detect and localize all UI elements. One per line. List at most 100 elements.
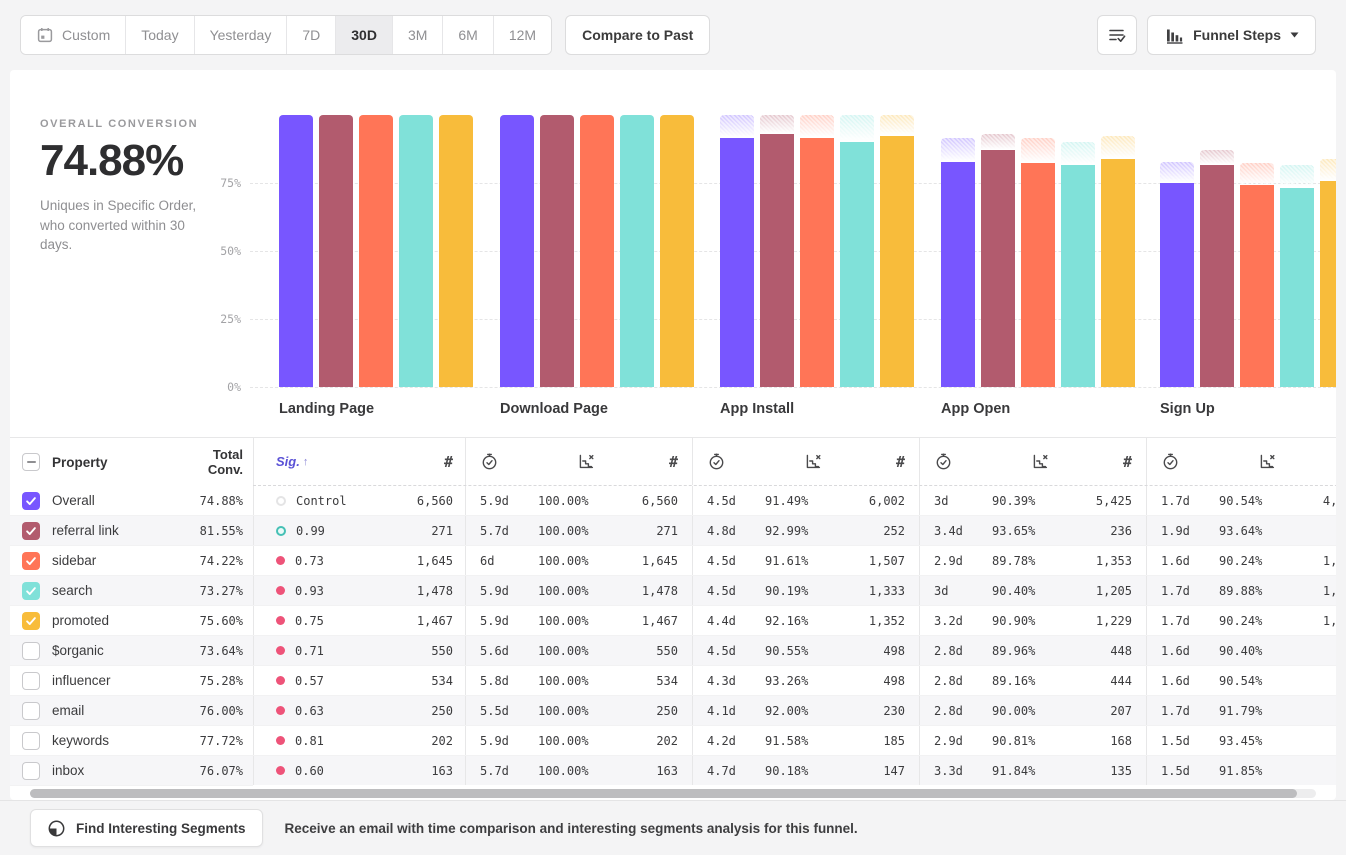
conversion-rate-icon[interactable]: [1031, 452, 1050, 471]
bar-search-app-open[interactable]: [1061, 115, 1095, 387]
conversion-rate: 89.78%: [992, 553, 1036, 568]
bar-overall-download-page[interactable]: [500, 115, 534, 387]
sig-column-header[interactable]: Sig. ↑ #: [253, 438, 465, 485]
bar-search-app-install[interactable]: [840, 115, 874, 387]
step-label-sign-up: Sign Up: [1160, 401, 1215, 417]
bar-previous-step-cap: [840, 115, 874, 142]
horizontal-scrollbar-thumb[interactable]: [30, 789, 1297, 798]
bar-search-landing-page[interactable]: [399, 115, 433, 387]
sig-value: 0.81: [295, 733, 324, 748]
bar-referral-link-landing-page[interactable]: [319, 115, 353, 387]
property-checkbox-influencer[interactable]: [22, 671, 40, 690]
converted-count: 163: [656, 763, 678, 778]
bar-segment: [941, 162, 975, 387]
date-range-yesterday[interactable]: Yesterday: [193, 16, 287, 54]
bar-overall-app-open[interactable]: [941, 115, 975, 387]
date-range-30d[interactable]: 30D: [335, 16, 392, 54]
bar-referral-link-download-page[interactable]: [540, 115, 574, 387]
property-row-search: search 73.27%: [10, 576, 253, 606]
property-checkbox-overall[interactable]: [22, 491, 40, 510]
funnel-steps-dropdown[interactable]: Funnel Steps: [1147, 15, 1316, 55]
entry-count: 163: [431, 763, 453, 778]
conversion-rate: 100.00%: [538, 553, 589, 568]
count-column-header[interactable]: #: [668, 452, 678, 471]
overall-conversion-label: OVERALL CONVERSION: [40, 118, 199, 130]
bar-sidebar-landing-page[interactable]: [359, 115, 393, 387]
property-checkbox-sidebar[interactable]: [22, 551, 40, 570]
bar-segment: [1200, 165, 1234, 387]
bar-search-sign-up[interactable]: [1280, 115, 1314, 387]
entry-count: 1,645: [416, 553, 453, 568]
bar-referral-link-app-install[interactable]: [760, 115, 794, 387]
bar-sidebar-app-open[interactable]: [1021, 115, 1055, 387]
find-interesting-segments-button[interactable]: Find Interesting Segments: [30, 809, 263, 847]
date-range-control: Custom Today Yesterday 7D 30D 3M 6M 12M: [20, 15, 553, 55]
bar-chart-icon: [1164, 26, 1184, 45]
conversion-rate-icon[interactable]: [804, 452, 823, 471]
bar-overall-app-install[interactable]: [720, 115, 754, 387]
select-all-checkbox[interactable]: [22, 453, 40, 471]
funnel-steps-label: Funnel Steps: [1193, 27, 1281, 43]
bar-sidebar-app-install[interactable]: [800, 115, 834, 387]
bar-promoted-app-open[interactable]: [1101, 115, 1135, 387]
property-checkbox-inbox[interactable]: [22, 761, 40, 780]
sig-cell: 0.63 250: [253, 696, 465, 725]
entry-count: 550: [431, 643, 453, 658]
horizontal-scrollbar-track[interactable]: [30, 789, 1316, 798]
sig-value: 0.73: [295, 553, 324, 568]
bar-overall-landing-page[interactable]: [279, 115, 313, 387]
converted-count: 1,083: [1322, 583, 1336, 598]
property-checkbox-organic[interactable]: [22, 641, 40, 660]
conversion-rate: 100.00%: [538, 733, 589, 748]
property-checkbox-keywords[interactable]: [22, 731, 40, 750]
bar-referral-link-app-open[interactable]: [981, 115, 1015, 387]
converted-count: 5,425: [1095, 493, 1132, 508]
bar-search-download-page[interactable]: [620, 115, 654, 387]
bar-segment: [1160, 183, 1194, 387]
table-data-panel: Sig.↑ # # # # # Control 6,560 5.9d 100.00% 6,560 4.…: [253, 438, 1336, 785]
time-to-convert: 3.3d: [934, 763, 963, 778]
converted-count: 202: [656, 733, 678, 748]
stopwatch-check-icon[interactable]: [480, 452, 499, 471]
calendar-icon: [36, 26, 54, 44]
bar-promoted-landing-page[interactable]: [439, 115, 473, 387]
date-range-3m[interactable]: 3M: [391, 16, 443, 54]
property-checkbox-promoted[interactable]: [22, 611, 40, 630]
conversion-rate: 100.00%: [538, 613, 589, 628]
count-column-header[interactable]: #: [443, 452, 453, 471]
bar-sidebar-download-page[interactable]: [580, 115, 614, 387]
stopwatch-check-icon[interactable]: [1161, 452, 1180, 471]
property-checkbox-email[interactable]: [22, 701, 40, 720]
time-to-convert: 4.4d: [707, 613, 736, 628]
step-cell-app-install: 4.2d 91.58% 185: [692, 726, 919, 755]
time-to-convert: 4.8d: [707, 523, 736, 538]
date-range-custom[interactable]: Custom: [21, 16, 126, 54]
date-range-7d[interactable]: 7D: [286, 16, 336, 54]
bar-promoted-sign-up[interactable]: [1320, 115, 1336, 387]
property-name: promoted: [52, 613, 110, 628]
property-checkbox-referral-link[interactable]: [22, 521, 40, 540]
bar-previous-step-cap: [941, 138, 975, 163]
entry-count: 271: [431, 523, 453, 538]
conversion-rate-icon[interactable]: [577, 452, 596, 471]
chart-options-button[interactable]: [1097, 15, 1138, 55]
bar-overall-sign-up[interactable]: [1160, 115, 1194, 387]
table-row-sidebar: 0.73 1,645 6d 100.00% 1,645 4.5d 91.61% 1,507 2.…: [253, 546, 1336, 576]
date-range-6m[interactable]: 6M: [442, 16, 493, 54]
bar-promoted-download-page[interactable]: [660, 115, 694, 387]
conversion-rate-icon[interactable]: [1258, 452, 1277, 471]
property-checkbox-search[interactable]: [22, 581, 40, 600]
bar-sidebar-sign-up[interactable]: [1240, 115, 1274, 387]
bar-promoted-app-install[interactable]: [880, 115, 914, 387]
count-column-header[interactable]: #: [1122, 452, 1132, 471]
stopwatch-check-icon[interactable]: [934, 452, 953, 471]
date-range-today[interactable]: Today: [125, 16, 194, 54]
bar-referral-link-sign-up[interactable]: [1200, 115, 1234, 387]
date-range-12m[interactable]: 12M: [492, 16, 552, 54]
time-to-convert: 1.5d: [1161, 763, 1190, 778]
compare-to-past-button[interactable]: Compare to Past: [565, 15, 711, 55]
converted-count: 1,229: [1095, 613, 1132, 628]
stopwatch-check-icon[interactable]: [707, 452, 726, 471]
bar-group-sign-up: [1160, 115, 1336, 387]
count-column-header[interactable]: #: [895, 452, 905, 471]
